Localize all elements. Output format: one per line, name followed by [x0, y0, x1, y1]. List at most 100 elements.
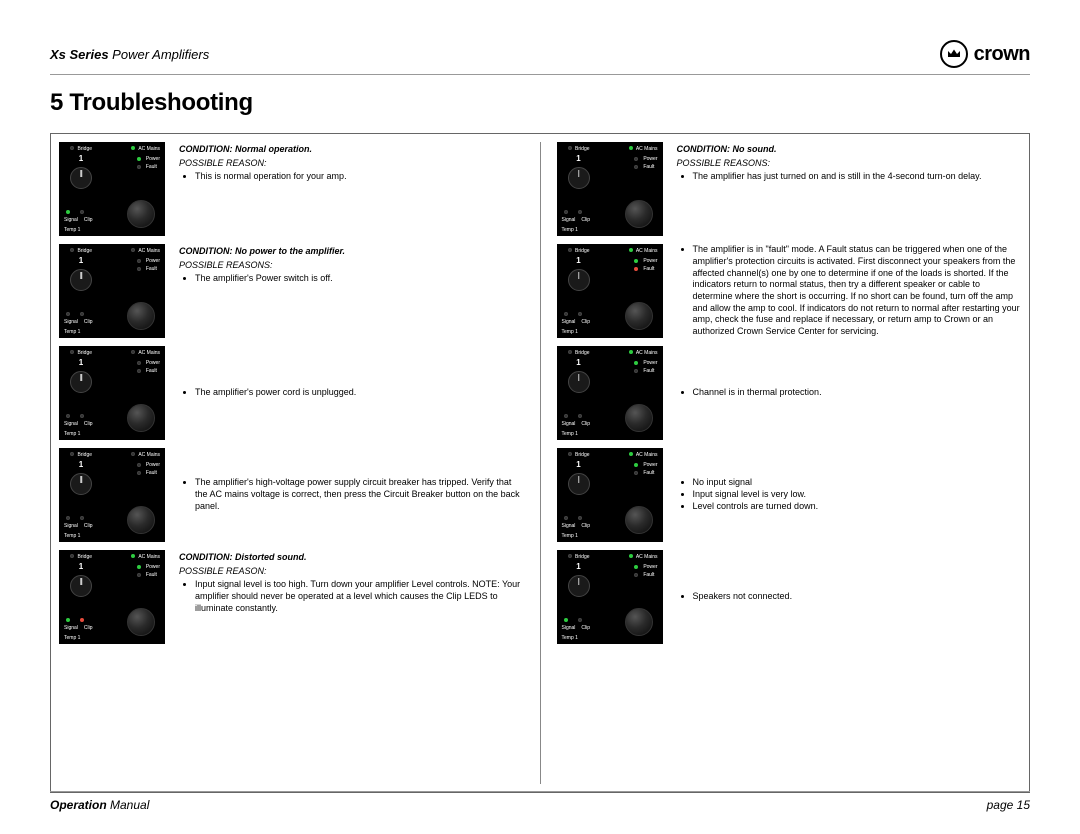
led-icon [137, 369, 141, 373]
led-icon [568, 554, 572, 558]
brand-logo: crown [940, 40, 1030, 68]
entry-text: The amplifier's high-voltage power suppl… [179, 448, 524, 542]
level-dial-icon [568, 269, 590, 291]
amp-panel: Bridge AC Mains 1 Power Fault SignalClip… [557, 448, 663, 542]
reason-item: The amplifier is in "fault" mode. A Faul… [693, 244, 1022, 338]
entry-text: The amplifier's power cord is unplugged. [179, 346, 524, 440]
condition-label: CONDITION: Normal operation. [179, 144, 524, 156]
led-icon [564, 210, 568, 214]
series-subtitle: Power Amplifiers [112, 47, 209, 62]
reason-list: The amplifier's power cord is unplugged. [179, 387, 524, 399]
troubleshoot-entry: Bridge AC Mains 1 Power Fault SignalClip… [59, 244, 524, 338]
led-icon [564, 414, 568, 418]
reason-item: Level controls are turned down. [693, 501, 1022, 513]
led-icon [66, 414, 70, 418]
level-dial-icon [70, 167, 92, 189]
manual-label: Operation Manual [50, 798, 149, 812]
led-icon [131, 248, 135, 252]
level-dial-icon [568, 575, 590, 597]
amp-panel: Bridge AC Mains 1 Power Fault SignalClip… [59, 346, 165, 440]
entry-text: CONDITION: No sound.POSSIBLE REASONS:The… [677, 142, 1022, 183]
led-icon [568, 146, 572, 150]
condition-label: CONDITION: No power to the amplifier. [179, 246, 524, 258]
possible-label: POSSIBLE REASON: [179, 566, 524, 578]
led-icon [137, 471, 141, 475]
troubleshoot-entry: Bridge AC Mains 1 Power Fault SignalClip… [59, 346, 524, 440]
column-divider [540, 142, 541, 784]
troubleshoot-entry: Bridge AC Mains 1 Power Fault SignalClip… [557, 142, 1022, 236]
output-knob-icon [625, 200, 653, 228]
led-icon [66, 312, 70, 316]
level-dial-icon [70, 575, 92, 597]
level-dial-icon [70, 269, 92, 291]
led-icon [578, 516, 582, 520]
reason-item: This is normal operation for your amp. [195, 171, 524, 183]
amp-panel: Bridge AC Mains 1 Power Fault SignalClip… [557, 550, 663, 644]
reason-list: No input signalInput signal level is ver… [677, 477, 1022, 512]
led-icon [568, 350, 572, 354]
reason-item: The amplifier has just turned on and is … [693, 171, 1022, 183]
output-knob-icon [127, 608, 155, 636]
led-icon [634, 565, 638, 569]
possible-label: POSSIBLE REASONS: [677, 158, 1022, 170]
led-icon [564, 516, 568, 520]
led-icon [80, 414, 84, 418]
led-icon [629, 554, 633, 558]
reason-list: The amplifier is in "fault" mode. A Faul… [677, 244, 1022, 338]
led-icon [634, 463, 638, 467]
output-knob-icon [625, 608, 653, 636]
reason-item: No input signal [693, 477, 1022, 489]
led-icon [629, 248, 633, 252]
led-icon [564, 618, 568, 622]
led-icon [634, 259, 638, 263]
led-icon [629, 452, 633, 456]
amp-panel: Bridge AC Mains 1 Power Fault SignalClip… [59, 244, 165, 338]
led-icon [137, 165, 141, 169]
led-icon [634, 157, 638, 161]
led-icon [578, 414, 582, 418]
entry-text: The amplifier is in "fault" mode. A Faul… [677, 244, 1022, 338]
level-dial-icon [70, 473, 92, 495]
entry-text: CONDITION: Normal operation.POSSIBLE REA… [179, 142, 524, 183]
led-icon [66, 210, 70, 214]
led-icon [131, 554, 135, 558]
troubleshoot-entry: Bridge AC Mains 1 Power Fault SignalClip… [557, 244, 1022, 338]
page-header: Xs Series Power Amplifiers crown [50, 40, 1030, 75]
led-icon [137, 259, 141, 263]
left-column: Bridge AC Mains 1 Power Fault SignalClip… [59, 142, 524, 784]
led-icon [66, 516, 70, 520]
led-icon [131, 146, 135, 150]
reason-item: Input signal level is too high. Turn dow… [195, 579, 524, 614]
condition-label: CONDITION: Distorted sound. [179, 552, 524, 564]
led-icon [137, 267, 141, 271]
right-column: Bridge AC Mains 1 Power Fault SignalClip… [557, 142, 1022, 784]
led-icon [70, 554, 74, 558]
crown-icon [940, 40, 968, 68]
amp-panel: Bridge AC Mains 1 Power Fault SignalClip… [59, 448, 165, 542]
reason-item: Channel is in thermal protection. [693, 387, 1022, 399]
reason-list: This is normal operation for your amp. [179, 171, 524, 183]
led-icon [564, 312, 568, 316]
output-knob-icon [127, 506, 155, 534]
entry-text: No input signalInput signal level is ver… [677, 448, 1022, 542]
reason-list: Channel is in thermal protection. [677, 387, 1022, 399]
led-icon [137, 157, 141, 161]
led-icon [137, 463, 141, 467]
level-dial-icon [568, 167, 590, 189]
led-icon [131, 452, 135, 456]
reason-item: The amplifier's high-voltage power suppl… [195, 477, 524, 512]
led-icon [629, 350, 633, 354]
amp-panel: Bridge AC Mains 1 Power Fault SignalClip… [557, 244, 663, 338]
led-icon [137, 573, 141, 577]
reason-list: The amplifier's Power switch is off. [179, 273, 524, 285]
product-line: Xs Series Power Amplifiers [50, 47, 209, 62]
led-icon [578, 618, 582, 622]
led-icon [66, 618, 70, 622]
reason-list: Input signal level is too high. Turn dow… [179, 579, 524, 614]
level-dial-icon [568, 371, 590, 393]
reason-item: Input signal level is very low. [693, 489, 1022, 501]
entry-text: CONDITION: No power to the amplifier.POS… [179, 244, 524, 285]
amp-panel: Bridge AC Mains 1 Power Fault SignalClip… [59, 142, 165, 236]
level-dial-icon [70, 371, 92, 393]
troubleshoot-entry: Bridge AC Mains 1 Power Fault SignalClip… [59, 550, 524, 644]
